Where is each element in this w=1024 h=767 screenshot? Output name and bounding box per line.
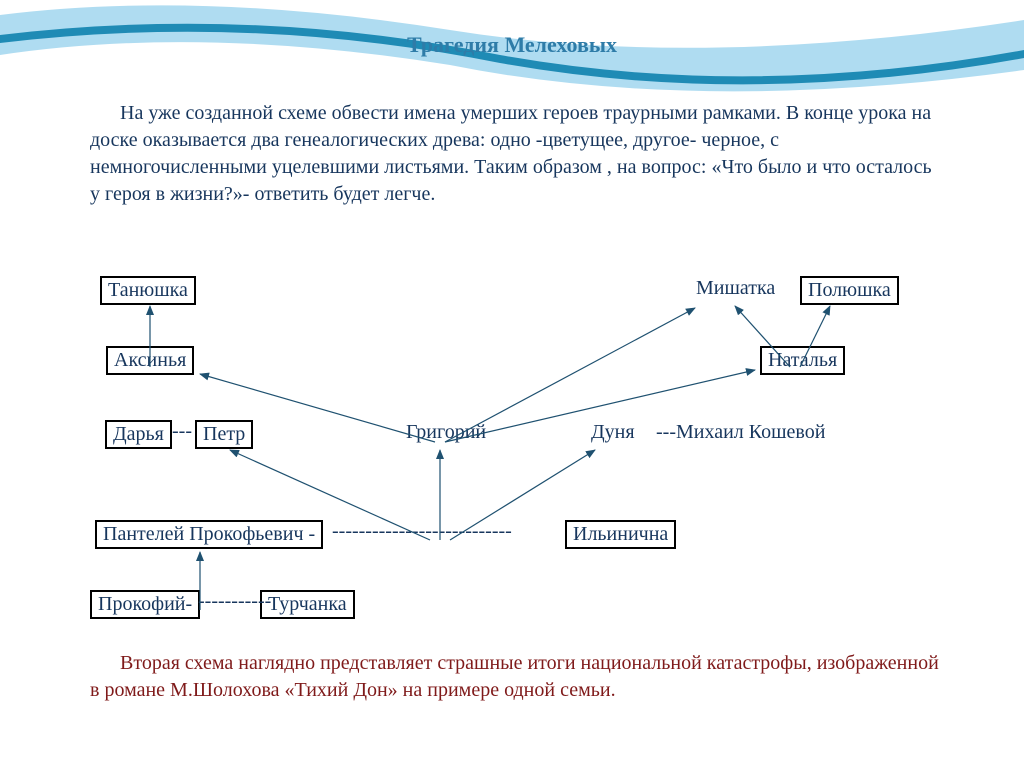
node-grigory: Григорий: [400, 420, 492, 445]
outro-paragraph: Вторая схема наглядно представляет страш…: [90, 650, 940, 704]
node-panteley: Пантелей Прокофьевич -: [95, 520, 323, 549]
dash-connector-0: ---: [172, 420, 192, 443]
node-mikhail: ---Михаил Кошевой: [650, 420, 831, 445]
dash-connector-2: -----------: [198, 590, 271, 613]
node-darya: Дарья: [105, 420, 172, 449]
node-dunya: Дуня: [585, 420, 641, 445]
node-ilinichna: Ильинична: [565, 520, 676, 549]
node-aksinya: Аксинья: [106, 346, 194, 375]
node-petr: Петр: [195, 420, 253, 449]
intro-paragraph: На уже созданной схеме обвести имена уме…: [90, 100, 940, 208]
dash-connector-1: ---------------------------: [332, 520, 512, 543]
node-prokofy: Прокофий-: [90, 590, 200, 619]
node-mishatka: Мишатка: [690, 276, 781, 301]
node-polyushka: Полюшка: [800, 276, 899, 305]
slide-title: Трагедия Мелеховых: [0, 32, 1024, 58]
node-turchanka: Турчанка: [260, 590, 355, 619]
slide-root: Трагедия Мелеховых На уже созданной схем…: [0, 0, 1024, 767]
node-tanyushka: Танюшка: [100, 276, 196, 305]
node-natalya: Наталья: [760, 346, 845, 375]
